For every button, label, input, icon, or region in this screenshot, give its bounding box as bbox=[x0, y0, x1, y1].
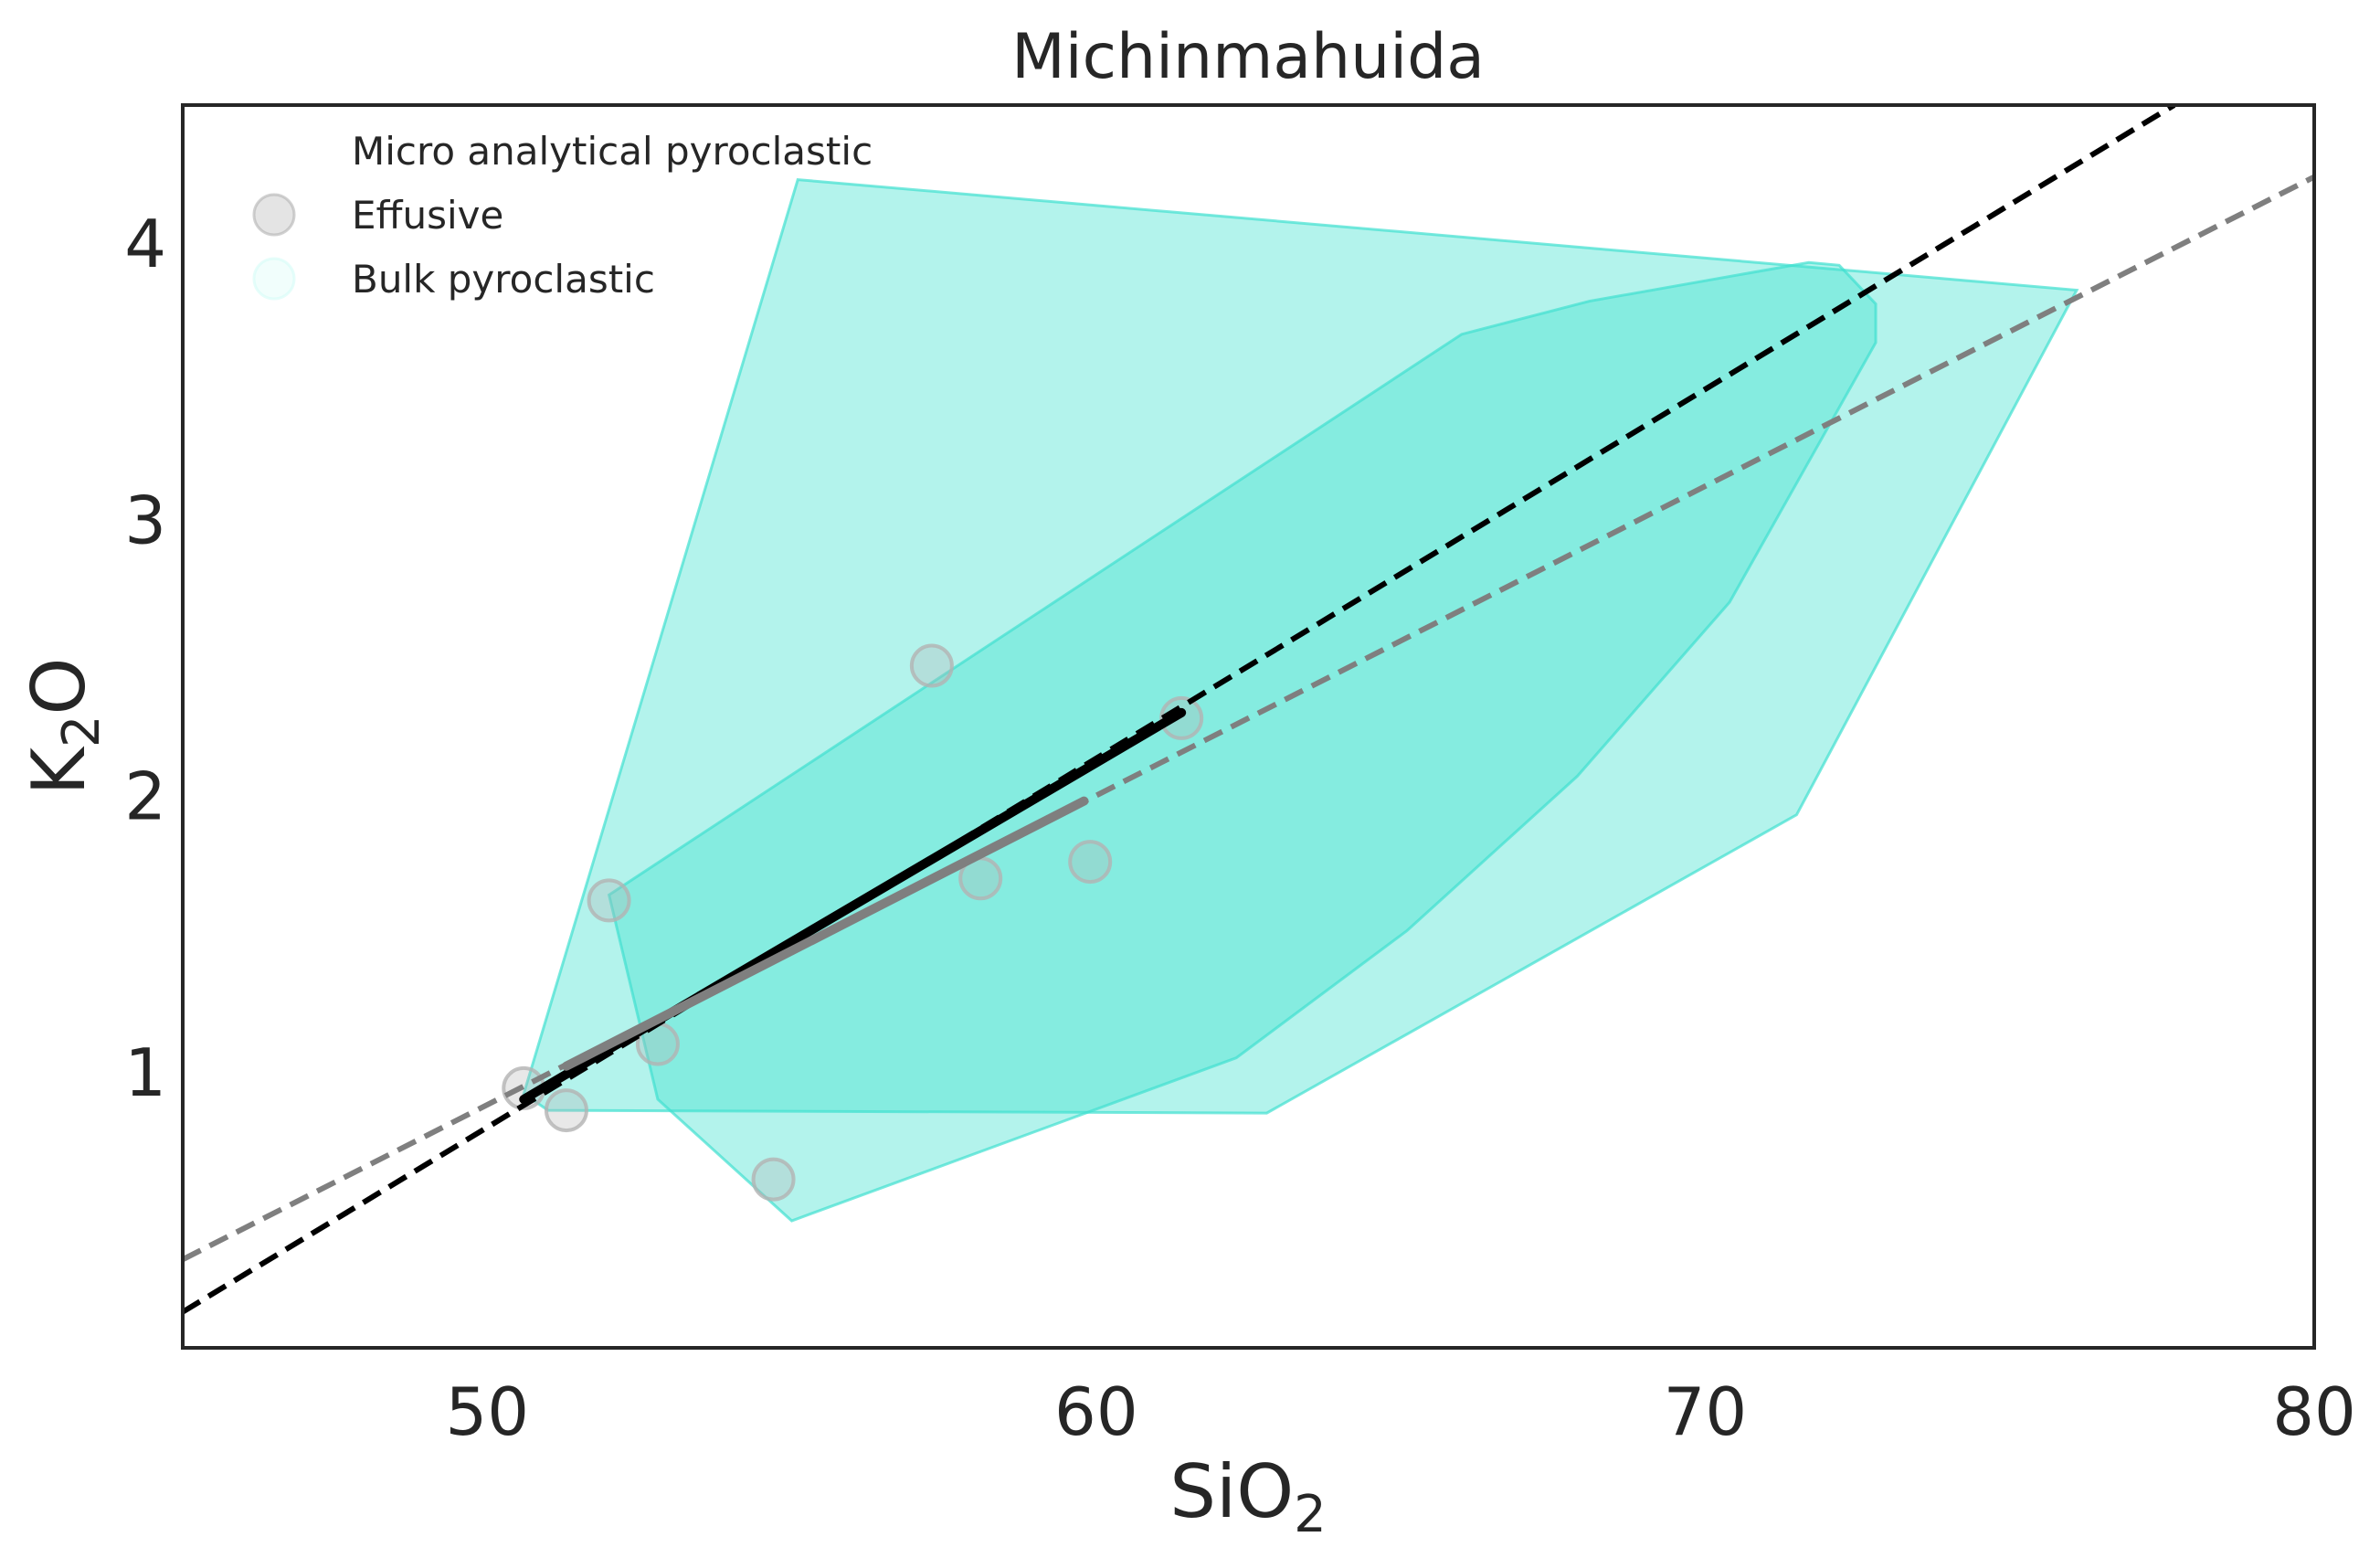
trend-layer bbox=[183, 105, 2314, 1315]
points-layer bbox=[502, 643, 1204, 1202]
hull-2 bbox=[607, 260, 1878, 1223]
y-tick-label: 4 bbox=[124, 206, 166, 282]
effusive-point-3 bbox=[587, 878, 631, 923]
x-axis-label-subscript: 2 bbox=[1294, 1485, 1327, 1544]
plot-area bbox=[183, 105, 2314, 1315]
x-tick-label: 60 bbox=[1054, 1373, 1138, 1450]
y-tick-label: 1 bbox=[124, 1034, 166, 1111]
y-axis-label-subscript: 2 bbox=[52, 715, 111, 747]
trend-line-4 bbox=[561, 796, 1089, 1071]
x-tick-label: 50 bbox=[445, 1373, 529, 1450]
plot-frame bbox=[181, 103, 2316, 1350]
x-axis-ticks: 50 60 70 80 bbox=[445, 1373, 2355, 1450]
legend-marker-2 bbox=[252, 193, 296, 237]
legend-marker-3 bbox=[252, 257, 296, 301]
legend-label-1: Micro analytical pyroclastic bbox=[352, 129, 873, 174]
effusive-point-8 bbox=[1068, 840, 1113, 885]
effusive-point-5 bbox=[751, 1157, 796, 1202]
y-axis-ticks: 1 2 3 4 bbox=[124, 206, 166, 1111]
trend-line-1 bbox=[183, 105, 2176, 1315]
y-axis-label: K2O bbox=[16, 657, 111, 795]
chart-title: Michinmahuida bbox=[1011, 21, 1485, 93]
legend-label-3: Bulk pyroclastic bbox=[352, 257, 655, 302]
x-tick-label: 70 bbox=[1664, 1373, 1748, 1450]
x-axis-label-main: SiO bbox=[1169, 1449, 1294, 1534]
effusive-point-2 bbox=[544, 1088, 588, 1133]
effusive-point-9 bbox=[1159, 695, 1204, 740]
x-axis-label: SiO2 bbox=[1169, 1449, 1327, 1544]
y-tick-label: 3 bbox=[124, 482, 166, 558]
plot-background bbox=[183, 105, 2314, 1348]
y-axis-label-tail: O bbox=[16, 657, 101, 715]
hull-1 bbox=[522, 178, 2079, 1115]
y-axis-label-main: K bbox=[16, 746, 101, 796]
x-tick-label: 80 bbox=[2272, 1373, 2356, 1450]
hull-layer bbox=[522, 178, 2079, 1223]
legend: Micro analytical pyroclastic Effusive Bulk… bbox=[252, 129, 873, 302]
y-tick-label: 2 bbox=[124, 758, 166, 835]
effusive-point-6 bbox=[909, 643, 954, 688]
legend-label-2: Effusive bbox=[352, 193, 503, 238]
trend-line-3 bbox=[183, 174, 2314, 1262]
